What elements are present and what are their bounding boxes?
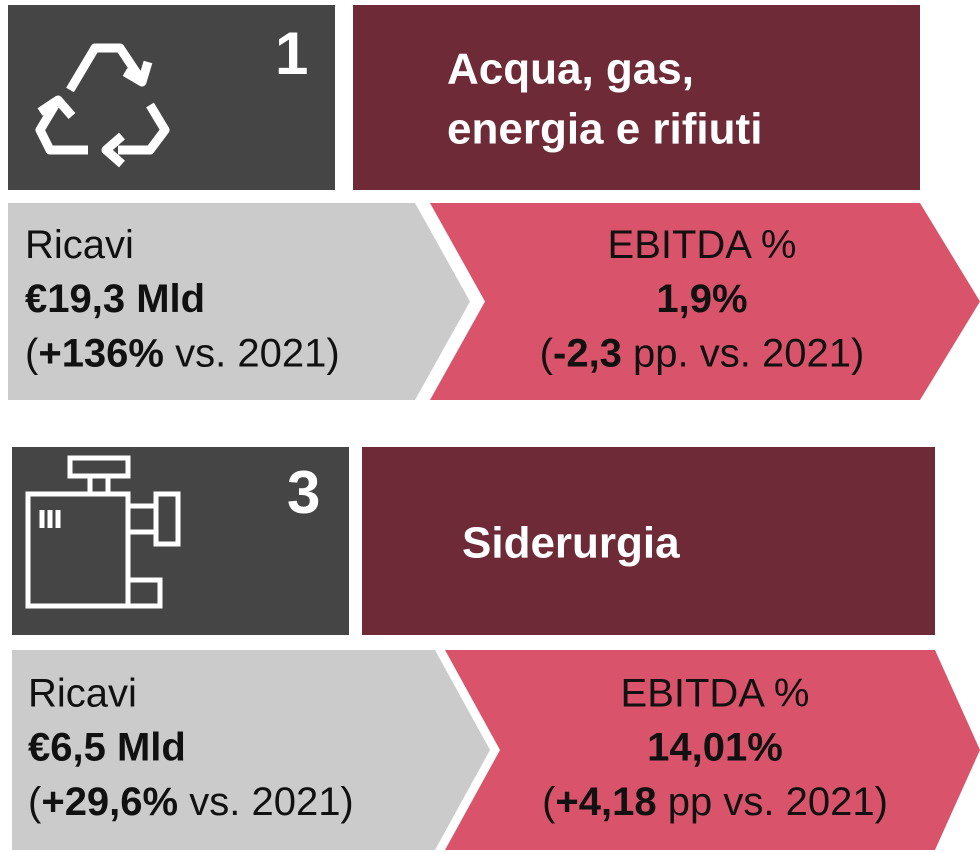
revenue-value: €19,3 Mld	[25, 277, 205, 321]
revenue-arrow	[8, 203, 470, 400]
recycle-icon	[35, 43, 170, 168]
ebitda-arrow	[430, 203, 980, 400]
revenue-change-part: vs. 2021)	[164, 331, 340, 375]
ebitda-label: EBITDA %	[621, 672, 810, 716]
revenue-label: Ricavi	[25, 223, 134, 267]
section-number: 1	[275, 20, 308, 87]
revenue-change-part: +29,6%	[41, 780, 178, 824]
ebitda-change: (-2,3 pp. vs. 2021)	[540, 331, 865, 375]
title-box	[353, 5, 920, 190]
section-title: energia e rifiuti	[447, 105, 762, 154]
ebitda-change-part: (	[540, 331, 554, 375]
ebitda-value: 14,01%	[647, 726, 783, 770]
ebitda-change-part: (	[542, 780, 556, 824]
ebitda-change-part: pp vs. 2021)	[657, 780, 888, 824]
revenue-change: (+136% vs. 2021)	[25, 331, 340, 375]
ebitda-change-part: +4,18	[555, 780, 656, 824]
revenue-change-part: vs. 2021)	[178, 780, 354, 824]
title-box	[362, 447, 935, 635]
category-box	[8, 5, 335, 190]
revenue-change-part: (	[25, 331, 39, 375]
revenue-label: Ricavi	[28, 672, 137, 716]
ebitda-label: EBITDA %	[608, 223, 797, 267]
ebitda-change: (+4,18 pp vs. 2021)	[542, 780, 888, 824]
ebitda-arrow	[445, 650, 980, 850]
revenue-value: €6,5 Mld	[28, 726, 186, 770]
revenue-arrow	[12, 650, 490, 850]
ebitda-change-part: -2,3	[553, 331, 622, 375]
ebitda-value: 1,9%	[656, 277, 747, 321]
ebitda-change-part: pp. vs. 2021)	[622, 331, 864, 375]
section-number: 3	[287, 459, 320, 526]
revenue-change-part: +136%	[38, 331, 164, 375]
revenue-change-part: (	[28, 780, 42, 824]
section-title: Acqua, gas,	[447, 45, 694, 94]
section-title: Siderurgia	[462, 519, 680, 568]
machine-icon	[25, 455, 181, 609]
revenue-change: (+29,6% vs. 2021)	[28, 780, 354, 824]
